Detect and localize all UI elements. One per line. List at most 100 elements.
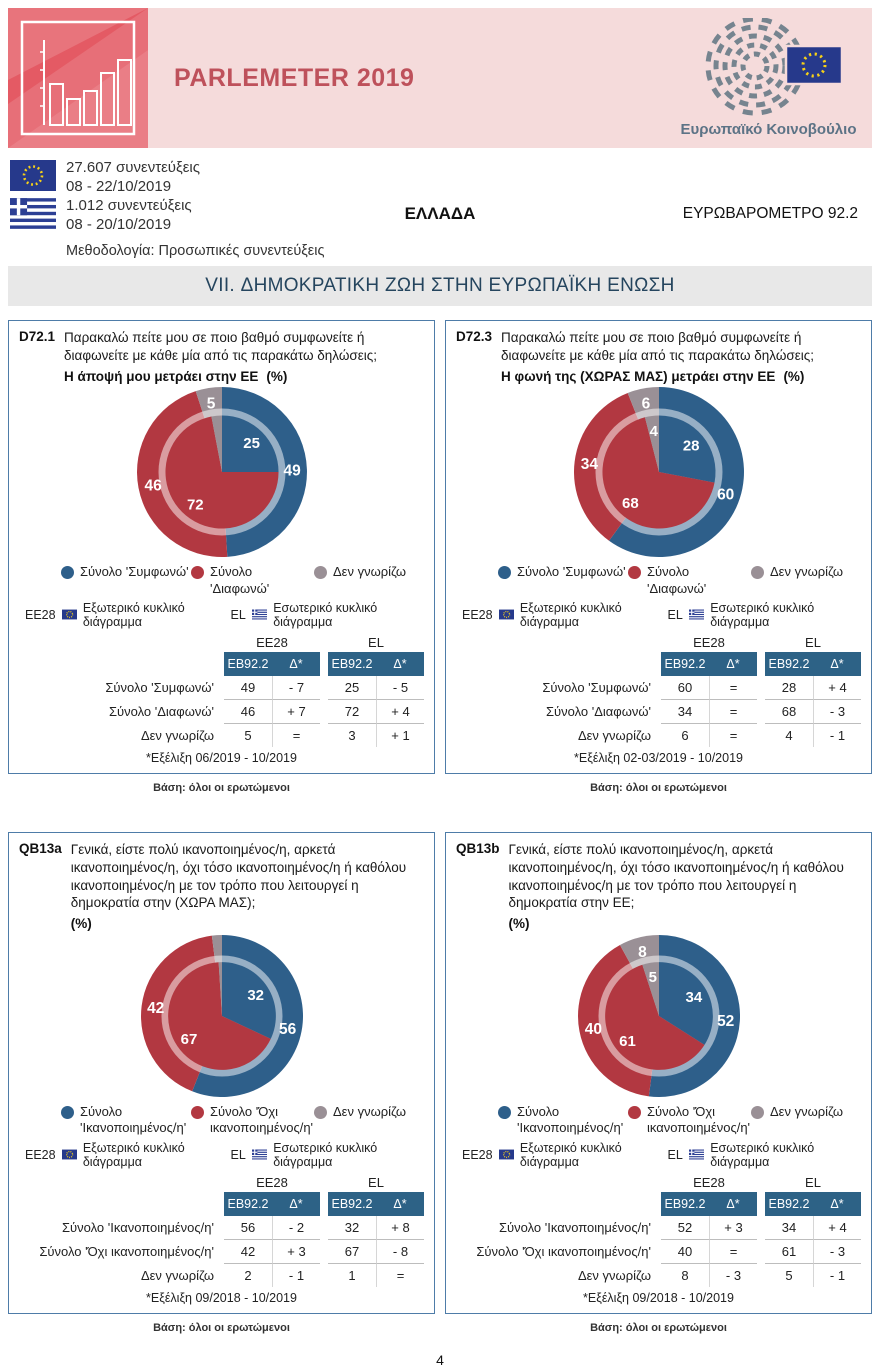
ring-legend: EE28 Εξωτερικό κυκλικό διάγραμμα EL — [456, 1141, 861, 1169]
table-row-label: Σύνολο 'Διαφωνώ' — [545, 703, 651, 719]
table-col-header: EB92.2 — [661, 1191, 709, 1216]
table-col-header: Δ* — [813, 651, 861, 676]
question-statement: Η άποψή μου μετράει στην ΕΕ (%) — [64, 368, 288, 384]
evolution-footnote: *Εξέλιξη 09/2018 - 10/2019 — [583, 1290, 734, 1305]
table-col-header: Δ* — [376, 1191, 424, 1216]
percent-label: (%) — [783, 368, 805, 384]
evolution-footnote: *Εξέλιξη 09/2018 - 10/2019 — [146, 1290, 297, 1305]
greece-flag-icon — [688, 1149, 705, 1160]
table-cell: 72 — [328, 700, 376, 724]
table-col-header: EB92.2 — [765, 1191, 813, 1216]
table-cell: 5 — [785, 1267, 793, 1283]
table-col-header: Δ* — [272, 651, 320, 676]
evolution-footnote: *Εξέλιξη 06/2019 - 10/2019 — [146, 750, 297, 765]
table-cell: 56 — [224, 1216, 272, 1240]
table-group-header-el: EL — [368, 1174, 384, 1190]
table-group-header-ee28: EE28 — [256, 634, 288, 650]
table-cell: - 1 — [813, 723, 861, 747]
table-cell: - 1 — [272, 1263, 320, 1287]
country-title: ΕΛΛΑΔΑ — [404, 204, 476, 223]
table-row-label: Δεν γνωρίζω — [577, 727, 651, 743]
el-interviews: 1.012 συνεντεύξεις — [66, 197, 192, 214]
table-cell: = — [709, 675, 757, 700]
table-cell: = — [272, 723, 320, 747]
eu-flag-icon — [61, 610, 77, 620]
donut-value-label: 34 — [685, 989, 702, 1006]
table-cell: 32 — [328, 1216, 376, 1240]
eu-dates: 08 - 22/10/2019 — [66, 178, 172, 195]
table-cell: + 4 — [376, 699, 424, 724]
chart-legend: Σύνολο 'Ικανοποιημένος/η' Σύνολο 'Όχι ικα… — [19, 1104, 424, 1137]
legend-item: Σύνολο 'Συμφωνώ' — [498, 564, 628, 597]
legend-item: Δεν γνωρίζω — [751, 1104, 843, 1137]
question-statement: Η φωνή της (ΧΩΡΑΣ ΜΑΣ) μετράει στην ΕΕ (%… — [501, 368, 805, 384]
outer-ring-label: EE28 — [462, 1147, 493, 1162]
table-row-label: Σύνολο 'Συμφωνώ' — [542, 679, 651, 695]
el-dates: 08 - 20/10/2019 — [66, 216, 172, 233]
table-cell: + 4 — [813, 675, 861, 700]
legend-dot-red — [191, 566, 204, 580]
results-table: EE28 EL EB92.2 Δ* EB92.2 Δ* Σύνολο 'Συμφ… — [19, 635, 424, 765]
inner-ring-text: Εσωτερικό κυκλικό διάγραμμα — [710, 600, 815, 629]
donut-value-label: 42 — [147, 1000, 164, 1017]
donut-slice — [604, 964, 704, 1070]
question-block: QB13a Γενικά, είστε πολύ ικανοποιημένος/… — [19, 841, 424, 933]
base-caption: Βάση: όλοι οι ερωτώμενοι — [590, 1321, 727, 1334]
donut-slice — [164, 416, 279, 529]
donut-value-label: 5 — [648, 969, 656, 986]
ring-legend: EE28 Εξωτερικό κυκλικό διάγραμμα EL — [456, 601, 861, 629]
chart-area: 56 42 32 67 — [19, 935, 424, 1102]
table-cell: - 8 — [376, 1239, 424, 1264]
donut-slice — [601, 417, 715, 529]
table-cell: - 7 — [272, 675, 320, 700]
outer-ring-label: EE28 — [25, 607, 56, 622]
legend-label: Σύνολο 'Ικανοποιημένος/η' — [517, 1104, 624, 1136]
survey-meta: 27.607 συνεντεύξεις 08 - 22/10/2019 1.01… — [8, 158, 872, 260]
question-id: QB13a — [19, 840, 62, 856]
table-cell: + 4 — [813, 1215, 861, 1240]
base-caption: Βάση: όλοι οι ερωτώμενοι — [590, 781, 727, 794]
outer-ring-label: EE28 — [462, 607, 493, 622]
outer-ring-text: Εξωτερικό κυκλικό διάγραμμα — [82, 600, 185, 629]
donut-value-label: 34 — [580, 456, 598, 473]
donut-value-label: 72 — [186, 497, 203, 514]
table-cell: 42 — [224, 1240, 272, 1264]
table-cell: 25 — [328, 676, 376, 700]
panel-cell: D72.3 Παρακαλώ πείτε μου σε ποιο βαθμό σ… — [445, 320, 872, 794]
table-cell: 1 — [348, 1267, 356, 1283]
table-cell: - 3 — [813, 1239, 861, 1264]
table-col-header: EB92.2 — [765, 651, 813, 676]
inner-ring-text: Εσωτερικό κυκλικό διάγραμμα — [273, 1140, 378, 1169]
question-id: D72.3 — [456, 329, 493, 344]
donut-slice — [641, 962, 659, 1016]
table-col-header: Δ* — [813, 1191, 861, 1216]
table-cell: 5 — [244, 727, 252, 743]
donut-value-label: 40 — [584, 1021, 601, 1038]
legend-item: Σύνολο 'Διαφωνώ' — [628, 564, 751, 597]
donut-slice — [210, 415, 222, 473]
legend-item: Σύνολο 'Ικανοποιημένος/η' — [498, 1104, 628, 1137]
legend-dot-red — [628, 566, 641, 580]
question-id: D72.1 — [19, 329, 56, 344]
double-donut-chart: 60 34 6 28 68 4 — [573, 387, 744, 562]
question-block: D72.1 Παρακαλώ πείτε μου σε ποιο βαθμό σ… — [19, 329, 424, 385]
chart-legend: Σύνολο 'Συμφωνώ' Σύνολο 'Διαφωνώ' Δεν γνωρ… — [456, 564, 861, 597]
legend-dot-blue — [61, 566, 74, 580]
inner-ring-text: Εσωτερικό κυκλικό διάγραμμα — [710, 1140, 815, 1169]
table-row-label: Σύνολο 'Όχι ικανοποιημένος/η' — [39, 1243, 214, 1259]
table-cell: - 3 — [709, 1263, 757, 1287]
header-banner: PARLEMETER 2019 Ευρωπαϊκό Κοινοβούλιο — [8, 8, 872, 148]
inner-ring-label: EL — [667, 607, 683, 622]
ring-legend: EE28 Εξωτερικό κυκλικό διάγραμμα EL — [19, 601, 424, 629]
ring-legend: EE28 Εξωτερικό κυκλικό διάγραμμα EL — [19, 1141, 424, 1169]
donut-slice — [167, 962, 271, 1070]
panels-grid: D72.1 Παρακαλώ πείτε μου σε ποιο βαθμό σ… — [8, 320, 872, 1334]
outer-ring-text: Εξωτερικό κυκλικό διάγραμμα — [519, 600, 622, 629]
legend-item: Δεν γνωρίζω — [314, 564, 406, 597]
table-col-header: EB92.2 — [328, 651, 376, 676]
question-block: D72.3 Παρακαλώ πείτε μου σε ποιο βαθμό σ… — [456, 329, 861, 385]
table-row-label: Σύνολο 'Διαφωνώ' — [108, 703, 214, 719]
outer-ring-text: Εξωτερικό κυκλικό διάγραμμα — [519, 1140, 622, 1169]
percent-label: (%) — [508, 916, 530, 932]
chart-legend: Σύνολο 'Ικανοποιημένος/η' Σύνολο 'Όχι ικα… — [456, 1104, 861, 1137]
